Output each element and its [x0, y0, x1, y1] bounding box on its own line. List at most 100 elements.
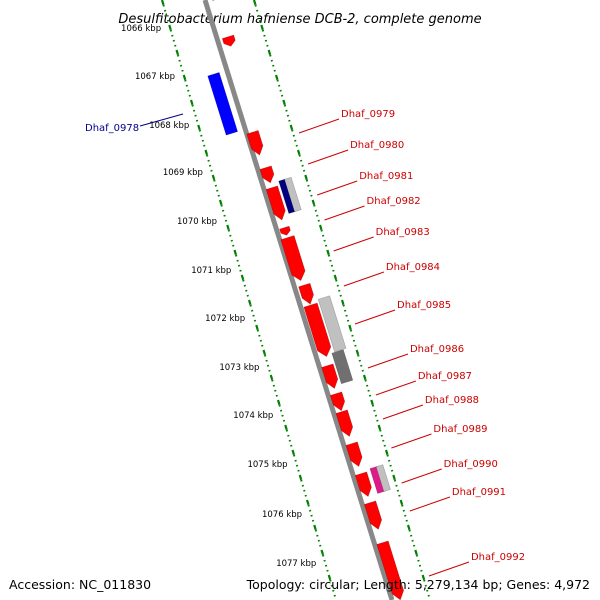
gene-label-leader — [307, 149, 349, 165]
gene-label[interactable]: Dhaf_0991 — [452, 487, 506, 498]
gene-label-leader — [401, 468, 442, 484]
gene-dhaf-0983[interactable] — [280, 235, 306, 282]
gene-label-leader — [354, 309, 396, 325]
gene-dhaf-0980[interactable] — [259, 165, 275, 184]
gene-label-leader — [382, 404, 424, 420]
gene-dhaf-0984[interactable] — [298, 282, 314, 305]
major-tick — [296, 149, 301, 156]
major-tick — [399, 499, 404, 506]
outer-tick-ring — [160, 0, 336, 597]
major-tick — [340, 299, 345, 306]
genome-backbone — [202, 0, 395, 600]
gene-dhaf-0981-rna[interactable] — [284, 176, 302, 213]
gene-label[interactable]: Dhaf_0988 — [425, 395, 479, 406]
kbp-tick-label: 1073 kbp — [219, 363, 259, 373]
major-tick — [311, 199, 316, 206]
gene-dhaf-0992[interactable] — [376, 540, 405, 600]
gene-label-leader — [324, 205, 365, 221]
gene-label[interactable]: Dhaf_0978 — [85, 123, 139, 134]
major-tick — [262, 349, 267, 356]
major-tick — [276, 399, 281, 406]
gene-dhaf-0990[interactable] — [354, 471, 372, 498]
gene-label-leader — [333, 236, 374, 252]
gene-label[interactable]: Dhaf_0980 — [350, 140, 404, 151]
major-tick — [304, 174, 308, 181]
kbp-tick-label: 1067 kbp — [135, 72, 175, 82]
gene-dhaf-0988[interactable] — [335, 409, 354, 437]
major-tick — [226, 224, 230, 231]
gene-dhaf-0982[interactable] — [279, 225, 291, 236]
major-tick — [298, 474, 303, 481]
gene-dhaf-0985-rna[interactable] — [317, 295, 347, 353]
inner-tick-ring — [252, 0, 430, 597]
major-tick — [282, 99, 286, 106]
kbp-tick-label: 1066 kbp — [121, 24, 161, 34]
major-tick — [377, 424, 382, 431]
major-tick — [421, 574, 426, 581]
gene-dhaf-0985[interactable] — [303, 302, 332, 358]
gene-label[interactable]: Dhaf_0983 — [376, 227, 430, 238]
major-tick — [320, 549, 325, 556]
gene-dhaf-0978[interactable] — [207, 72, 239, 136]
gene-label-leader — [139, 113, 184, 127]
kbp-tick-label: 1070 kbp — [177, 217, 217, 227]
gene-dhaf-0986[interactable] — [321, 363, 339, 390]
major-tick — [274, 74, 279, 81]
major-tick — [160, 0, 165, 6]
kbp-scale: 1066 kbp 1067 kbp 1068 kbp 1069 kbp 1070 kbp… — [121, 24, 316, 569]
kbp-tick-label: 1069 kbp — [163, 168, 203, 178]
major-tick — [305, 499, 310, 506]
kbp-tick-label: 1075 kbp — [247, 460, 287, 470]
gene-label[interactable]: Dhaf_0984 — [386, 262, 440, 273]
gene-label[interactable]: Dhaf_0981 — [359, 171, 413, 182]
major-tick — [355, 349, 360, 356]
major-tick — [370, 399, 374, 406]
major-tick — [406, 524, 411, 531]
gene-label-leader — [317, 180, 358, 196]
major-tick — [333, 274, 338, 281]
major-tick — [267, 49, 272, 56]
gene-label[interactable]: Dhaf_0989 — [433, 424, 487, 435]
kbp-tick-label: 1071 kbp — [191, 266, 231, 276]
major-tick — [362, 374, 367, 381]
major-tick — [289, 124, 294, 131]
major-tick — [175, 49, 180, 56]
major-tick — [318, 224, 323, 231]
kbp-tick-label: 1074 kbp — [233, 411, 273, 421]
gene-label-leader — [343, 271, 385, 287]
kbp-tick-label: 1077 kbp — [276, 559, 316, 569]
gene-label[interactable]: Dhaf_0979 — [341, 109, 395, 120]
gene-dhaf-0991[interactable] — [363, 500, 383, 530]
gene-dhaf-0981[interactable] — [265, 185, 286, 221]
major-tick — [414, 549, 418, 556]
gene-label[interactable]: Dhaf_0985 — [397, 300, 451, 311]
major-tick — [327, 574, 332, 581]
major-tick — [269, 374, 274, 381]
gene-label-layer: Dhaf_0978 Dhaf_0979 Dhaf_0980 Dhaf_0981 Dhaf… — [85, 109, 525, 577]
gene-dhaf-0990-rna[interactable] — [375, 464, 391, 492]
gene-label[interactable]: Dhaf_0986 — [410, 344, 464, 355]
gene-0977[interactable] — [204, 0, 218, 2]
major-tick — [260, 24, 264, 31]
major-tick — [247, 299, 252, 306]
gene-label[interactable]: Dhaf_0987 — [418, 371, 472, 382]
gene-0977b[interactable] — [221, 34, 236, 47]
major-tick — [197, 124, 201, 131]
gene-label[interactable]: Dhaf_0982 — [367, 196, 421, 207]
topology-text: Topology: circular; Length: 5,279,134 bp… — [246, 577, 590, 592]
gene-dhaf-0986-rna[interactable] — [331, 349, 354, 385]
gene-dhaf-0989[interactable] — [345, 441, 363, 468]
kbp-tick-label: 1072 kbp — [205, 314, 245, 324]
gene-label-leader — [391, 433, 432, 449]
major-tick — [284, 424, 288, 431]
gene-features — [204, 0, 405, 600]
major-tick — [291, 449, 296, 456]
major-tick — [384, 449, 389, 456]
gene-label[interactable]: Dhaf_0990 — [444, 459, 498, 470]
gene-dhaf-0987[interactable] — [329, 391, 346, 412]
major-tick — [204, 149, 209, 156]
gene-label-leader — [298, 118, 340, 134]
gene-dhaf-0979[interactable] — [246, 130, 264, 156]
gene-label[interactable]: Dhaf_0992 — [471, 552, 525, 563]
